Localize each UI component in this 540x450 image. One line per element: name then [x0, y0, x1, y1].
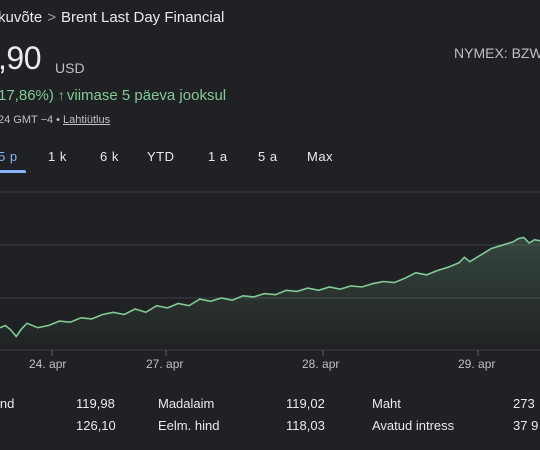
tab-5-days[interactable]: 5 p [0, 143, 26, 173]
stat-value: 119,98 [76, 396, 115, 411]
breadcrumb-current: Brent Last Day Financial [60, 9, 225, 26]
stat-value: 118,03 [286, 418, 325, 433]
breadcrumb-separator: > [47, 9, 56, 26]
stat-label-low: Madalaim [158, 396, 215, 411]
tab-max[interactable]: Max [307, 143, 333, 173]
tab-1-year[interactable]: 1 a [208, 143, 228, 173]
stat-label-open-interest: Avatud intress [372, 418, 455, 433]
x-tick-label: 27. apr [146, 357, 183, 371]
tab-ytd[interactable]: YTD [147, 143, 175, 173]
price-value: ,90 [0, 40, 41, 76]
change-period: viimase 5 päeva jooksul [66, 87, 227, 104]
stat-label-prev-close: Eelm. hind [158, 418, 220, 433]
x-tick-label: 28. apr [302, 357, 339, 371]
chart-line [0, 236, 540, 338]
stat-value: 126,10 [76, 418, 116, 433]
x-tick-label: 24. apr [29, 357, 66, 371]
disclaimer-link[interactable]: Lahtiütlus [63, 114, 111, 126]
stat-value: 37 9 [513, 418, 539, 433]
tab-5-years[interactable]: 5 a [258, 143, 278, 173]
timestamp: 24 GMT −4 [0, 114, 54, 126]
stat-value: 273 [513, 396, 535, 411]
tab-1-month[interactable]: 1 k [48, 143, 67, 173]
stat-value: 119,02 [286, 396, 325, 411]
chart-area [0, 237, 540, 350]
tab-6-months[interactable]: 6 k [100, 143, 119, 173]
currency-label: USD [55, 60, 85, 76]
price-change: 17,86%) ↑ viimase 5 päeva jooksul [0, 87, 226, 104]
active-tab-indicator [0, 170, 26, 173]
tab-label: 5 p [0, 149, 18, 164]
dot-separator: • [56, 114, 60, 126]
x-tick-label: 29. apr [458, 357, 495, 371]
stat-label-volume: Maht [372, 396, 401, 411]
price-chart[interactable]: 24. apr 27. apr 28. apr 29. apr [0, 190, 540, 375]
arrow-up-icon: ↑ [57, 87, 65, 103]
tab-label: 1 a [208, 149, 228, 164]
tab-label: 5 a [258, 149, 278, 164]
tab-label: Max [307, 149, 334, 164]
breadcrumb-prev-link[interactable]: kuvõte [0, 9, 43, 26]
breadcrumb: kuvõte > Brent Last Day Financial [0, 9, 224, 26]
timestamp-line: 24 GMT −4 • Lahtiütlus [0, 114, 110, 126]
stat-label: ind [0, 396, 15, 411]
tab-label: 1 k [48, 149, 67, 164]
change-percent: 17,86%) [0, 87, 54, 104]
x-axis: 24. apr 27. apr 28. apr 29. apr [29, 350, 495, 371]
tab-label: 6 k [100, 149, 119, 164]
tab-label: YTD [147, 149, 175, 164]
exchange-ticker: NYMEX: BZW [454, 45, 540, 61]
range-tabs: 5 p 1 k 6 k YTD 1 a 5 a Max [0, 143, 540, 173]
